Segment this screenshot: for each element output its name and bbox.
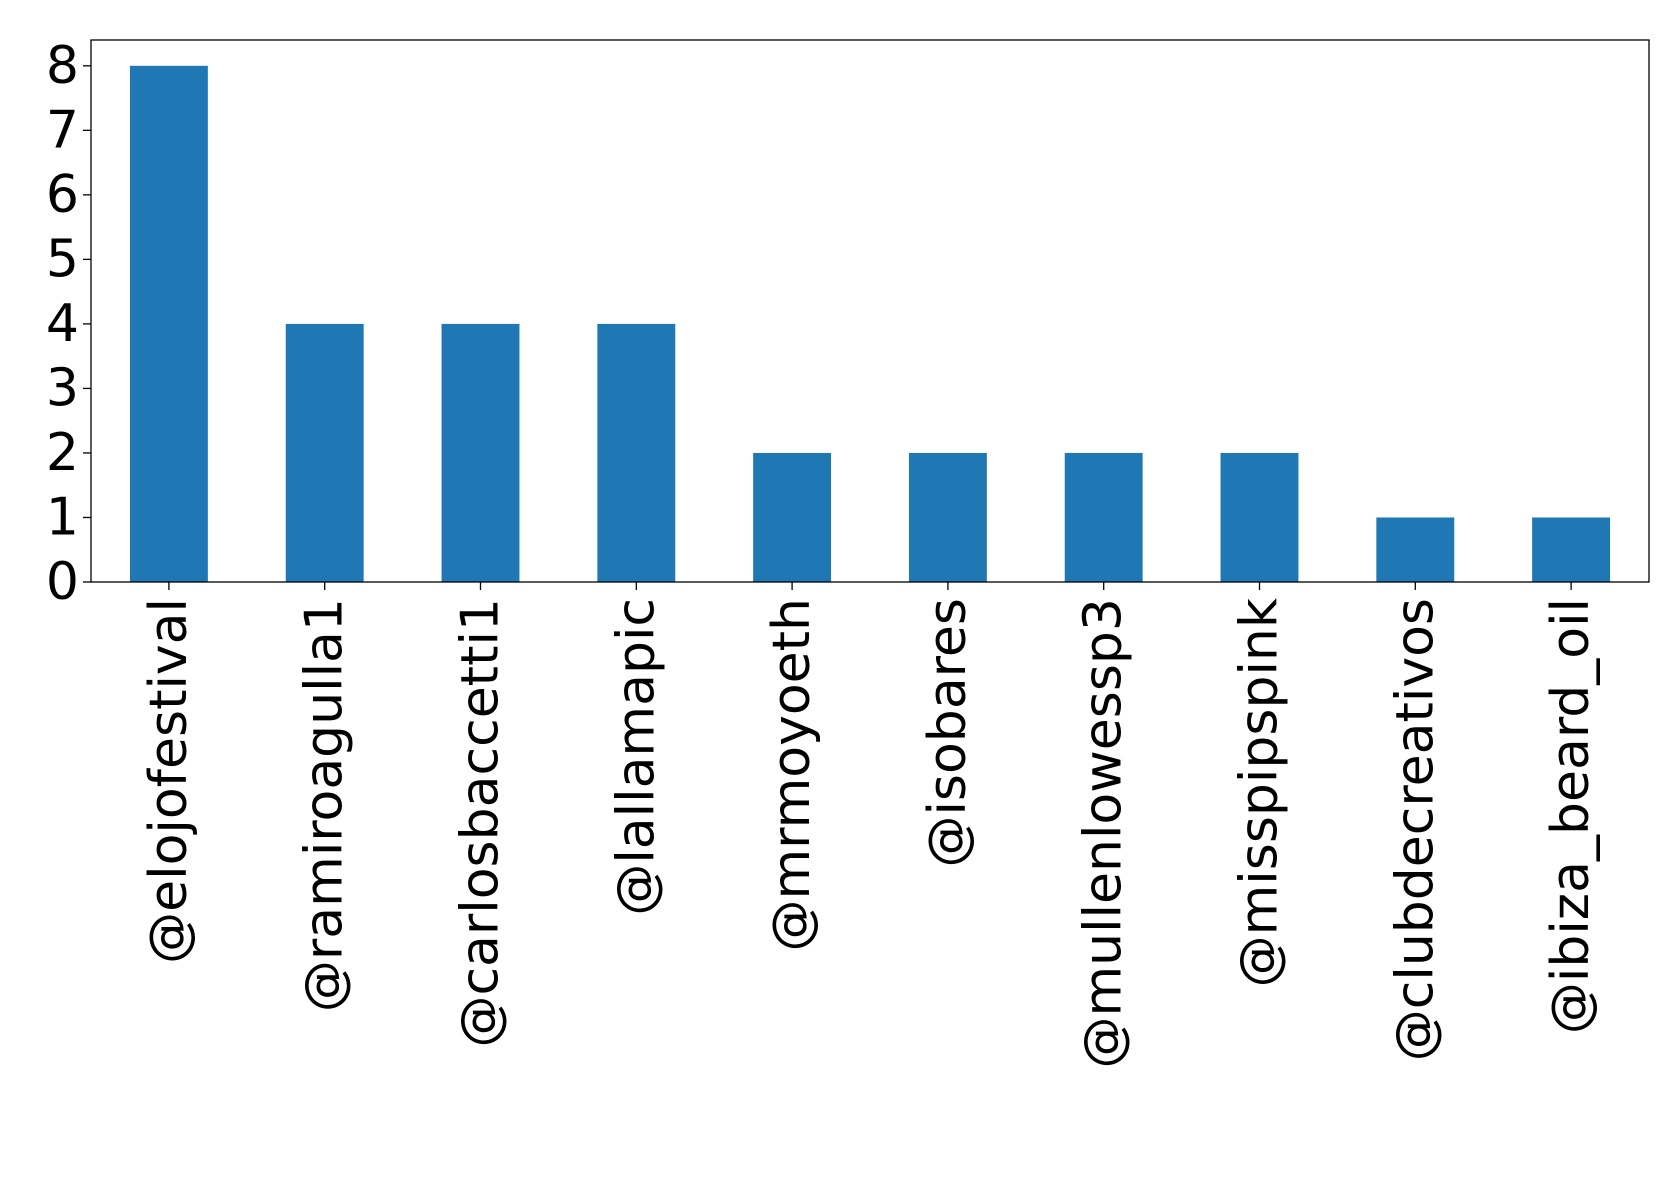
x-tick-label: @lallamapic [606, 598, 666, 916]
bar-7 [1064, 452, 1143, 582]
y-tick-label: 2 [46, 423, 79, 483]
bar-5 [753, 452, 832, 582]
x-axis: @elojofestival @ramiroagulla1 @carlosbacce… [139, 582, 1601, 1069]
y-tick-label: 6 [46, 165, 79, 225]
x-tick-label: @clubdecreativos [1385, 598, 1445, 1061]
x-tick-label: @misspipspink [1230, 598, 1290, 987]
y-tick-label: 4 [46, 294, 79, 354]
x-tick-label: @ramiroagulla1 [295, 598, 355, 1012]
bar-2 [285, 323, 364, 582]
x-tick-label: @mrmoyoeth [762, 598, 822, 952]
y-tick-label: 1 [46, 487, 79, 547]
plot-frame [90, 39, 1650, 583]
bar-1 [129, 65, 208, 583]
bar-9 [1376, 517, 1455, 582]
x-tick-label: @elojofestival [139, 598, 199, 964]
x-tick-label: @ibiza_beard_oil [1541, 598, 1601, 1034]
y-tick-label: 8 [46, 36, 79, 96]
x-tick-label: @carlosbaccetti1 [451, 598, 511, 1048]
y-tick-label: 0 [46, 552, 79, 612]
y-tick-label: 3 [46, 358, 79, 418]
y-tick-label: 7 [46, 100, 79, 160]
bar-4 [597, 323, 676, 582]
x-tick-label: @isobares [918, 598, 978, 868]
x-tick-label: @mullenlowessp3 [1074, 598, 1134, 1069]
bar-6 [908, 452, 987, 582]
bars-group [129, 65, 1611, 583]
bar-8 [1220, 452, 1299, 582]
bar-10 [1532, 517, 1611, 582]
bar-3 [441, 323, 520, 582]
y-tick-label: 5 [46, 229, 79, 289]
